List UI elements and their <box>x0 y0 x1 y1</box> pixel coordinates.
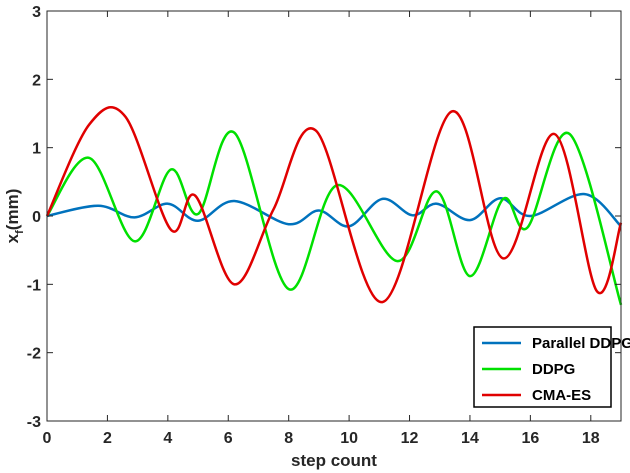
y-axis-label: xf(mm) <box>3 189 26 244</box>
legend-box <box>473 326 612 408</box>
y-tick-label: 1 <box>32 141 41 158</box>
series-line-cma-es <box>45 105 623 304</box>
x-tick-label: 12 <box>401 430 419 447</box>
x-tick-label: 0 <box>43 430 52 447</box>
x-tick-label: 18 <box>582 430 600 447</box>
x-tick-label: 10 <box>340 430 358 447</box>
x-axis-label: step count <box>291 451 377 470</box>
y-tick-label: -1 <box>27 277 41 294</box>
legend: Parallel DDPG DDPG CMA-ES <box>473 326 630 408</box>
legend-label: DDPG <box>532 361 575 378</box>
legend-label: Parallel DDPG <box>532 335 630 352</box>
y-tick-label: -3 <box>27 414 41 431</box>
x-tick-label: 8 <box>284 430 293 447</box>
y-tick-label: 0 <box>32 209 41 226</box>
legend-label: CMA-ES <box>532 387 591 404</box>
x-tick-label: 16 <box>521 430 539 447</box>
y-tick-label: 2 <box>32 72 41 89</box>
y-tick-label: 3 <box>32 4 41 21</box>
y-tick-label: -2 <box>27 346 41 363</box>
x-tick-label: 6 <box>224 430 233 447</box>
x-tick-label: 4 <box>163 430 172 447</box>
x-tick-label: 2 <box>103 430 112 447</box>
x-tick-label: 14 <box>461 430 479 447</box>
